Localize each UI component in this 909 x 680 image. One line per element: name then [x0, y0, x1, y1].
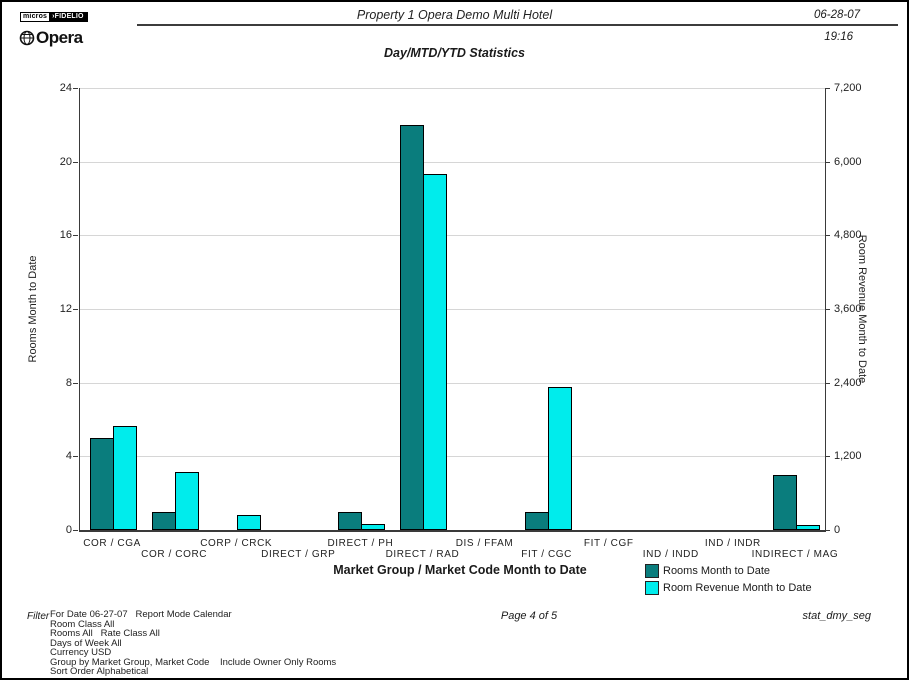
- y-tick-label-left: 16: [59, 229, 72, 242]
- legend-item: Rooms Month to Date: [645, 562, 812, 579]
- bar-revenue: [547, 386, 572, 530]
- filter-line: For Date 06-27-07 Report Mode Calendar: [50, 609, 232, 620]
- y-tick-label-right: 2,400: [834, 376, 862, 389]
- x-tick-label: FIT / CGF: [583, 538, 634, 549]
- x-tick-label: COR / CGA: [83, 538, 141, 549]
- grid-line: [80, 456, 825, 458]
- bar-revenue: [237, 514, 262, 530]
- y-tick-mark-right: [825, 456, 830, 458]
- bar-rooms: [772, 474, 797, 530]
- grid-line: [80, 309, 825, 310]
- header-divider: [137, 24, 898, 26]
- report-title: Property 1 Opera Demo Multi Hotel: [356, 8, 553, 22]
- x-tick-label: DIRECT / PH: [327, 538, 394, 549]
- opera-logo-text: Opera: [36, 28, 83, 47]
- y-tick-mark-left: [73, 382, 78, 384]
- y-tick-mark-left: [73, 309, 78, 310]
- chart-legend: Rooms Month to Date Room Revenue Month to…: [645, 562, 812, 596]
- filter-line: Rooms All Rate Class All: [50, 628, 160, 639]
- x-tick-label: CORP / CRCK: [200, 538, 273, 549]
- y-tick-label-left: 8: [65, 376, 72, 389]
- filter-label: Filter: [27, 611, 50, 622]
- y-tick-mark-right: [825, 235, 830, 237]
- y-tick-mark-left: [73, 161, 78, 163]
- globe-icon: [19, 30, 35, 46]
- report-code: stat_dmy_seg: [802, 610, 871, 622]
- fidelio-logo-text: ›FIDELIO: [49, 13, 87, 21]
- legend-item: Room Revenue Month to Date: [645, 579, 812, 596]
- report-time: 19:16: [824, 31, 853, 43]
- page-number: Page 4 of 5: [500, 610, 558, 622]
- y-tick-mark-left: [73, 456, 78, 458]
- bar-revenue: [361, 523, 386, 530]
- y-tick-label-left: 20: [59, 155, 72, 168]
- filter-line: Currency USD: [50, 647, 112, 658]
- grid-line: [80, 161, 825, 163]
- x-tick-label: IND / INDR: [704, 538, 761, 549]
- x-tick-label: DIRECT / GRP: [261, 549, 336, 560]
- y-tick-label-right: 1,200: [834, 450, 862, 463]
- y-tick-mark-right: [825, 88, 830, 89]
- filter-line: Days of Week All: [50, 637, 122, 649]
- bar-revenue: [423, 173, 448, 530]
- report-date: 06-28-07: [813, 9, 860, 21]
- y-tick-label-right: 3,600: [834, 303, 862, 315]
- y-tick-mark-right: [825, 382, 830, 384]
- plot-area: [79, 88, 826, 532]
- micros-logo-text: micros: [21, 13, 50, 21]
- y-tick-mark-right: [825, 161, 830, 163]
- bar-rooms: [152, 511, 177, 530]
- y-tick-label-left: 0: [65, 524, 72, 536]
- y-tick-label-right: 7,200: [834, 82, 862, 94]
- y-tick-mark-left: [73, 88, 78, 89]
- bar-revenue: [795, 525, 820, 530]
- grid-line: [80, 235, 825, 237]
- y-tick-label-left: 4: [65, 450, 72, 463]
- x-tick-label: INDIRECT / MAG: [751, 549, 839, 560]
- x-tick-label: IND / INDD: [642, 549, 699, 560]
- x-axis-title: Market Group / Market Code Month to Date: [333, 563, 587, 577]
- x-tick-label: FIT / CGC: [521, 549, 573, 560]
- bar-rooms: [524, 511, 549, 530]
- legend-label: Rooms Month to Date: [663, 564, 770, 577]
- filter-line: Sort Order Alphabetical: [50, 666, 149, 677]
- left-axis-title: Rooms Month to Date: [27, 255, 39, 363]
- y-tick-label-right: 4,800: [834, 229, 862, 242]
- y-tick-label-right: 6,000: [834, 155, 862, 168]
- y-tick-label-right: 0: [834, 524, 841, 536]
- y-tick-label-left: 24: [59, 82, 72, 94]
- x-tick-label: COR / CORC: [141, 549, 208, 560]
- y-tick-mark-right: [825, 309, 830, 310]
- y-tick-label-left: 12: [59, 303, 72, 315]
- legend-swatch: [645, 580, 659, 595]
- filter-line: Room Class All: [50, 618, 115, 630]
- bar-rooms: [90, 437, 114, 530]
- opera-logo: Opera: [19, 28, 83, 48]
- bar-rooms: [338, 511, 363, 530]
- bar-revenue: [113, 425, 137, 530]
- y-tick-mark-left: [73, 235, 78, 237]
- bar-revenue: [175, 472, 200, 530]
- y-tick-mark-right: [825, 530, 830, 531]
- micros-fidelio-logo: micros ›FIDELIO: [20, 12, 88, 22]
- bar-rooms: [400, 124, 425, 530]
- legend-label: Room Revenue Month to Date: [663, 581, 812, 594]
- y-tick-mark-left: [73, 530, 78, 531]
- x-tick-label: DIS / FFAM: [455, 538, 514, 549]
- x-tick-label: DIRECT / RAD: [385, 549, 460, 560]
- filter-lines: For Date 06-27-07 Report Mode Calendar Ro…: [50, 610, 336, 677]
- legend-swatch: [645, 563, 659, 578]
- filter-line: Group by Market Group, Market Code Inclu…: [50, 656, 337, 668]
- grid-line: [80, 382, 825, 384]
- chart-title: Day/MTD/YTD Statistics: [383, 46, 525, 60]
- grid-line: [80, 88, 825, 89]
